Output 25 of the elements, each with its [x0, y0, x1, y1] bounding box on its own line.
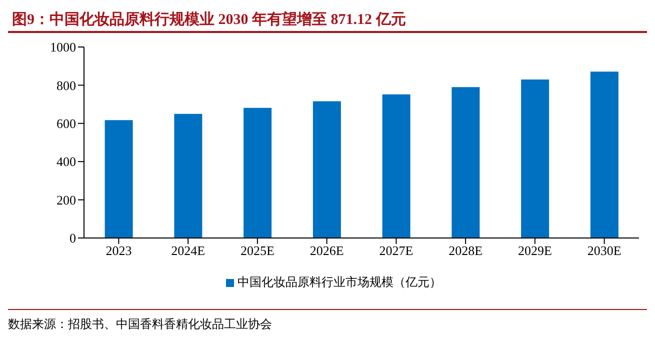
source-note: 数据来源：招股书、中国香料香精化妆品工业协会	[8, 316, 273, 333]
x-tick-label: 2024E	[171, 243, 206, 258]
x-tick-label: 2025E	[240, 243, 274, 258]
y-tick-label: 200	[56, 192, 76, 208]
y-tick-label: 600	[56, 116, 76, 132]
bar	[104, 120, 133, 238]
bar	[244, 108, 272, 238]
x-tick-label: 2027E	[379, 243, 414, 258]
x-tick-label: 2026E	[310, 243, 344, 258]
y-tick-label: 400	[56, 154, 76, 170]
y-tick-label: 0	[70, 230, 76, 246]
x-tick-label: 2029E	[518, 243, 552, 258]
x-tick-label: 2023	[106, 243, 132, 258]
x-tick-label: 2028E	[448, 243, 483, 258]
y-tick-label: 1000	[50, 40, 76, 55]
bar	[382, 94, 410, 238]
y-tick-label: 800	[56, 78, 76, 93]
bar	[174, 114, 202, 238]
bar	[452, 87, 480, 238]
chart-title: 图9：中国化妆品原料行规模业 2030 年有望增至 871.12 亿元	[8, 8, 647, 33]
legend-label: 中国化妆品原料行业市场规模（亿元）	[238, 275, 442, 289]
bar	[312, 101, 341, 238]
x-tick-label: 2030E	[587, 243, 622, 258]
bar	[521, 79, 550, 238]
bar	[590, 72, 618, 238]
